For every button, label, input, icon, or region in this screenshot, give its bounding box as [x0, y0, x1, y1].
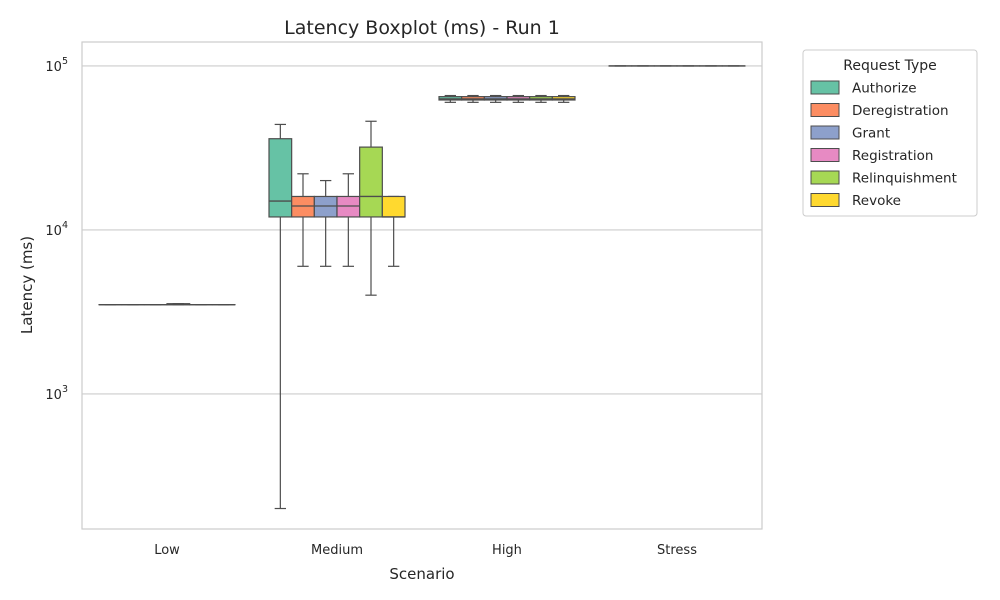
box-registration-low [166, 303, 191, 306]
box-body [268, 138, 293, 218]
legend-swatch [810, 103, 840, 117]
legend-label: Authorize [852, 81, 917, 97]
x-tick-labels: Low Medium High Stress [154, 543, 697, 558]
legend-swatch [810, 125, 840, 140]
legend-label: Registration [852, 148, 933, 164]
y-tick-exponent: 5 [62, 56, 68, 67]
legend-swatch [810, 80, 840, 95]
legend-swatch [810, 148, 840, 162]
box-revoke-medium [381, 195, 406, 267]
y-tick-label: 103 [45, 384, 68, 403]
legend-item: Deregistration [810, 103, 949, 119]
box-body [336, 195, 361, 218]
box-body [359, 146, 383, 218]
y-tick-label: 104 [45, 220, 68, 239]
legend-items: Authorize Deregistration Grant Registration… [810, 80, 957, 209]
legend-item: Revoke [810, 193, 901, 209]
box-body [381, 195, 406, 218]
y-axis-title: Latency (ms) [18, 236, 36, 334]
plot-frame [81, 41, 763, 530]
legend-label: Deregistration [852, 103, 949, 119]
legend-item: Authorize [810, 80, 917, 97]
y-tick-base: 10 [45, 388, 62, 403]
y-tick-exponent: 4 [62, 220, 68, 231]
box-revoke-high [551, 94, 576, 103]
x-tick-label: Stress [657, 543, 697, 558]
x-axis-title: Scenario [389, 565, 454, 583]
legend-label: Grant [852, 126, 890, 142]
x-tick-label: Medium [311, 543, 363, 558]
y-tick-base: 10 [45, 224, 62, 239]
x-tick-label: High [492, 543, 522, 558]
legend-title: Request Type [843, 58, 936, 74]
legend-item: Registration [810, 148, 933, 164]
box-body [291, 195, 315, 218]
y-tick-exponent: 3 [62, 384, 68, 395]
box-authorize-medium [268, 123, 293, 510]
legend-swatch [810, 193, 840, 207]
y-tick-label: 105 [45, 56, 68, 75]
legend-label: Revoke [852, 193, 901, 209]
legend-frame [802, 49, 978, 217]
box-relinquishment-medium [359, 120, 383, 296]
box-body [313, 195, 338, 218]
legend-label: Relinquishment [852, 171, 957, 187]
boxes [98, 65, 746, 510]
legend: Request Type Authorize Deregistration Gran… [802, 49, 978, 217]
y-tick-base: 10 [45, 60, 62, 75]
x-tick-label: Low [154, 543, 180, 558]
chart-title: Latency Boxplot (ms) - Run 1 [284, 17, 560, 39]
legend-item: Grant [810, 125, 890, 142]
legend-item: Relinquishment [810, 170, 957, 187]
legend-swatch [810, 170, 840, 185]
